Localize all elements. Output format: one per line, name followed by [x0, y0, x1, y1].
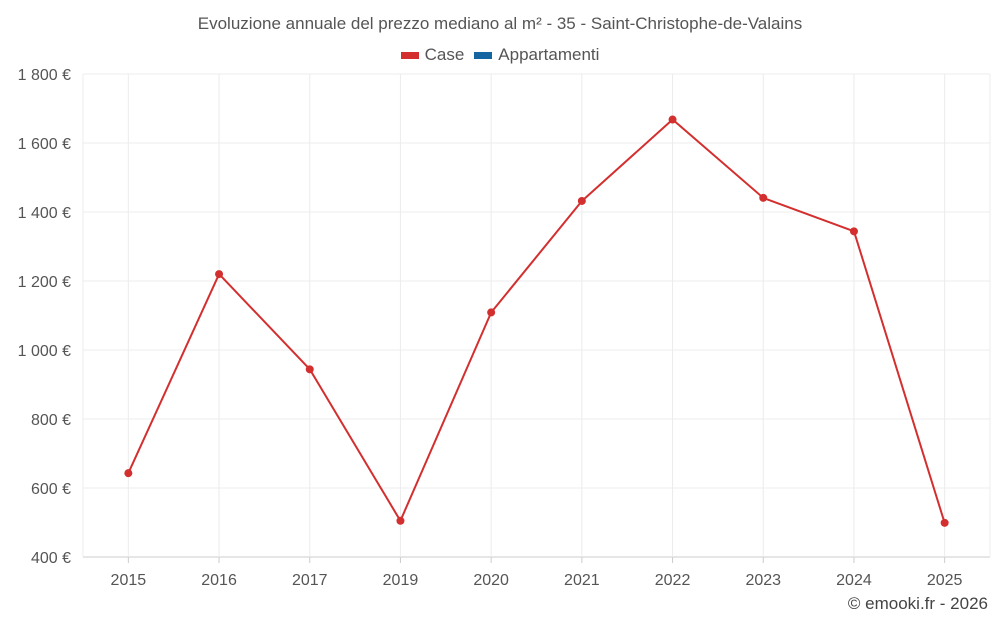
y-tick-label: 1 000 €: [18, 343, 71, 360]
x-tick-label: 2016: [201, 572, 237, 589]
chart-title: Evoluzione annuale del prezzo mediano al…: [197, 14, 803, 33]
legend-label-appartamenti: Appartamenti: [498, 45, 600, 64]
y-tick-label: 400 €: [31, 550, 71, 567]
credit: © emooki.fr - 2026: [847, 594, 988, 613]
legend-item-case[interactable]: Case: [400, 45, 465, 65]
x-tick-label: 2022: [655, 572, 691, 589]
data-point: [759, 193, 768, 202]
x-tick-label: 2023: [745, 572, 781, 589]
legend-swatch-case: [400, 51, 419, 59]
data-point: [577, 196, 586, 205]
data-point: [668, 115, 677, 124]
legend-swatch-appartamenti: [474, 51, 493, 59]
data-point: [124, 469, 133, 478]
y-tick-label: 600 €: [31, 481, 71, 498]
data-point: [940, 518, 949, 527]
series-line-case: [127, 118, 946, 524]
data-point: [396, 516, 405, 525]
x-tick-label: 2020: [473, 572, 509, 589]
y-tick-label: 1 800 €: [18, 67, 71, 84]
y-tick-label: 800 €: [31, 412, 71, 429]
y-tick-label: 1 600 €: [18, 136, 71, 153]
y-tick-label: 1 200 €: [18, 274, 71, 291]
y-tick-label: 1 400 €: [18, 205, 71, 222]
x-tick-label: 2021: [564, 572, 600, 589]
x-tick-label: 2015: [111, 572, 147, 589]
x-tick-label: 2025: [927, 572, 963, 589]
data-point: [849, 227, 858, 236]
x-tick-label: 2024: [836, 572, 872, 589]
data-point: [305, 365, 314, 374]
data-point: [487, 308, 496, 317]
x-tick-label: 2019: [383, 572, 419, 589]
legend: Case Appartamenti: [0, 45, 1000, 65]
legend-item-appartamenti[interactable]: Appartamenti: [474, 45, 599, 65]
legend-label-case: Case: [424, 45, 465, 64]
x-tick-label: 2017: [292, 572, 328, 589]
data-point: [215, 270, 224, 279]
